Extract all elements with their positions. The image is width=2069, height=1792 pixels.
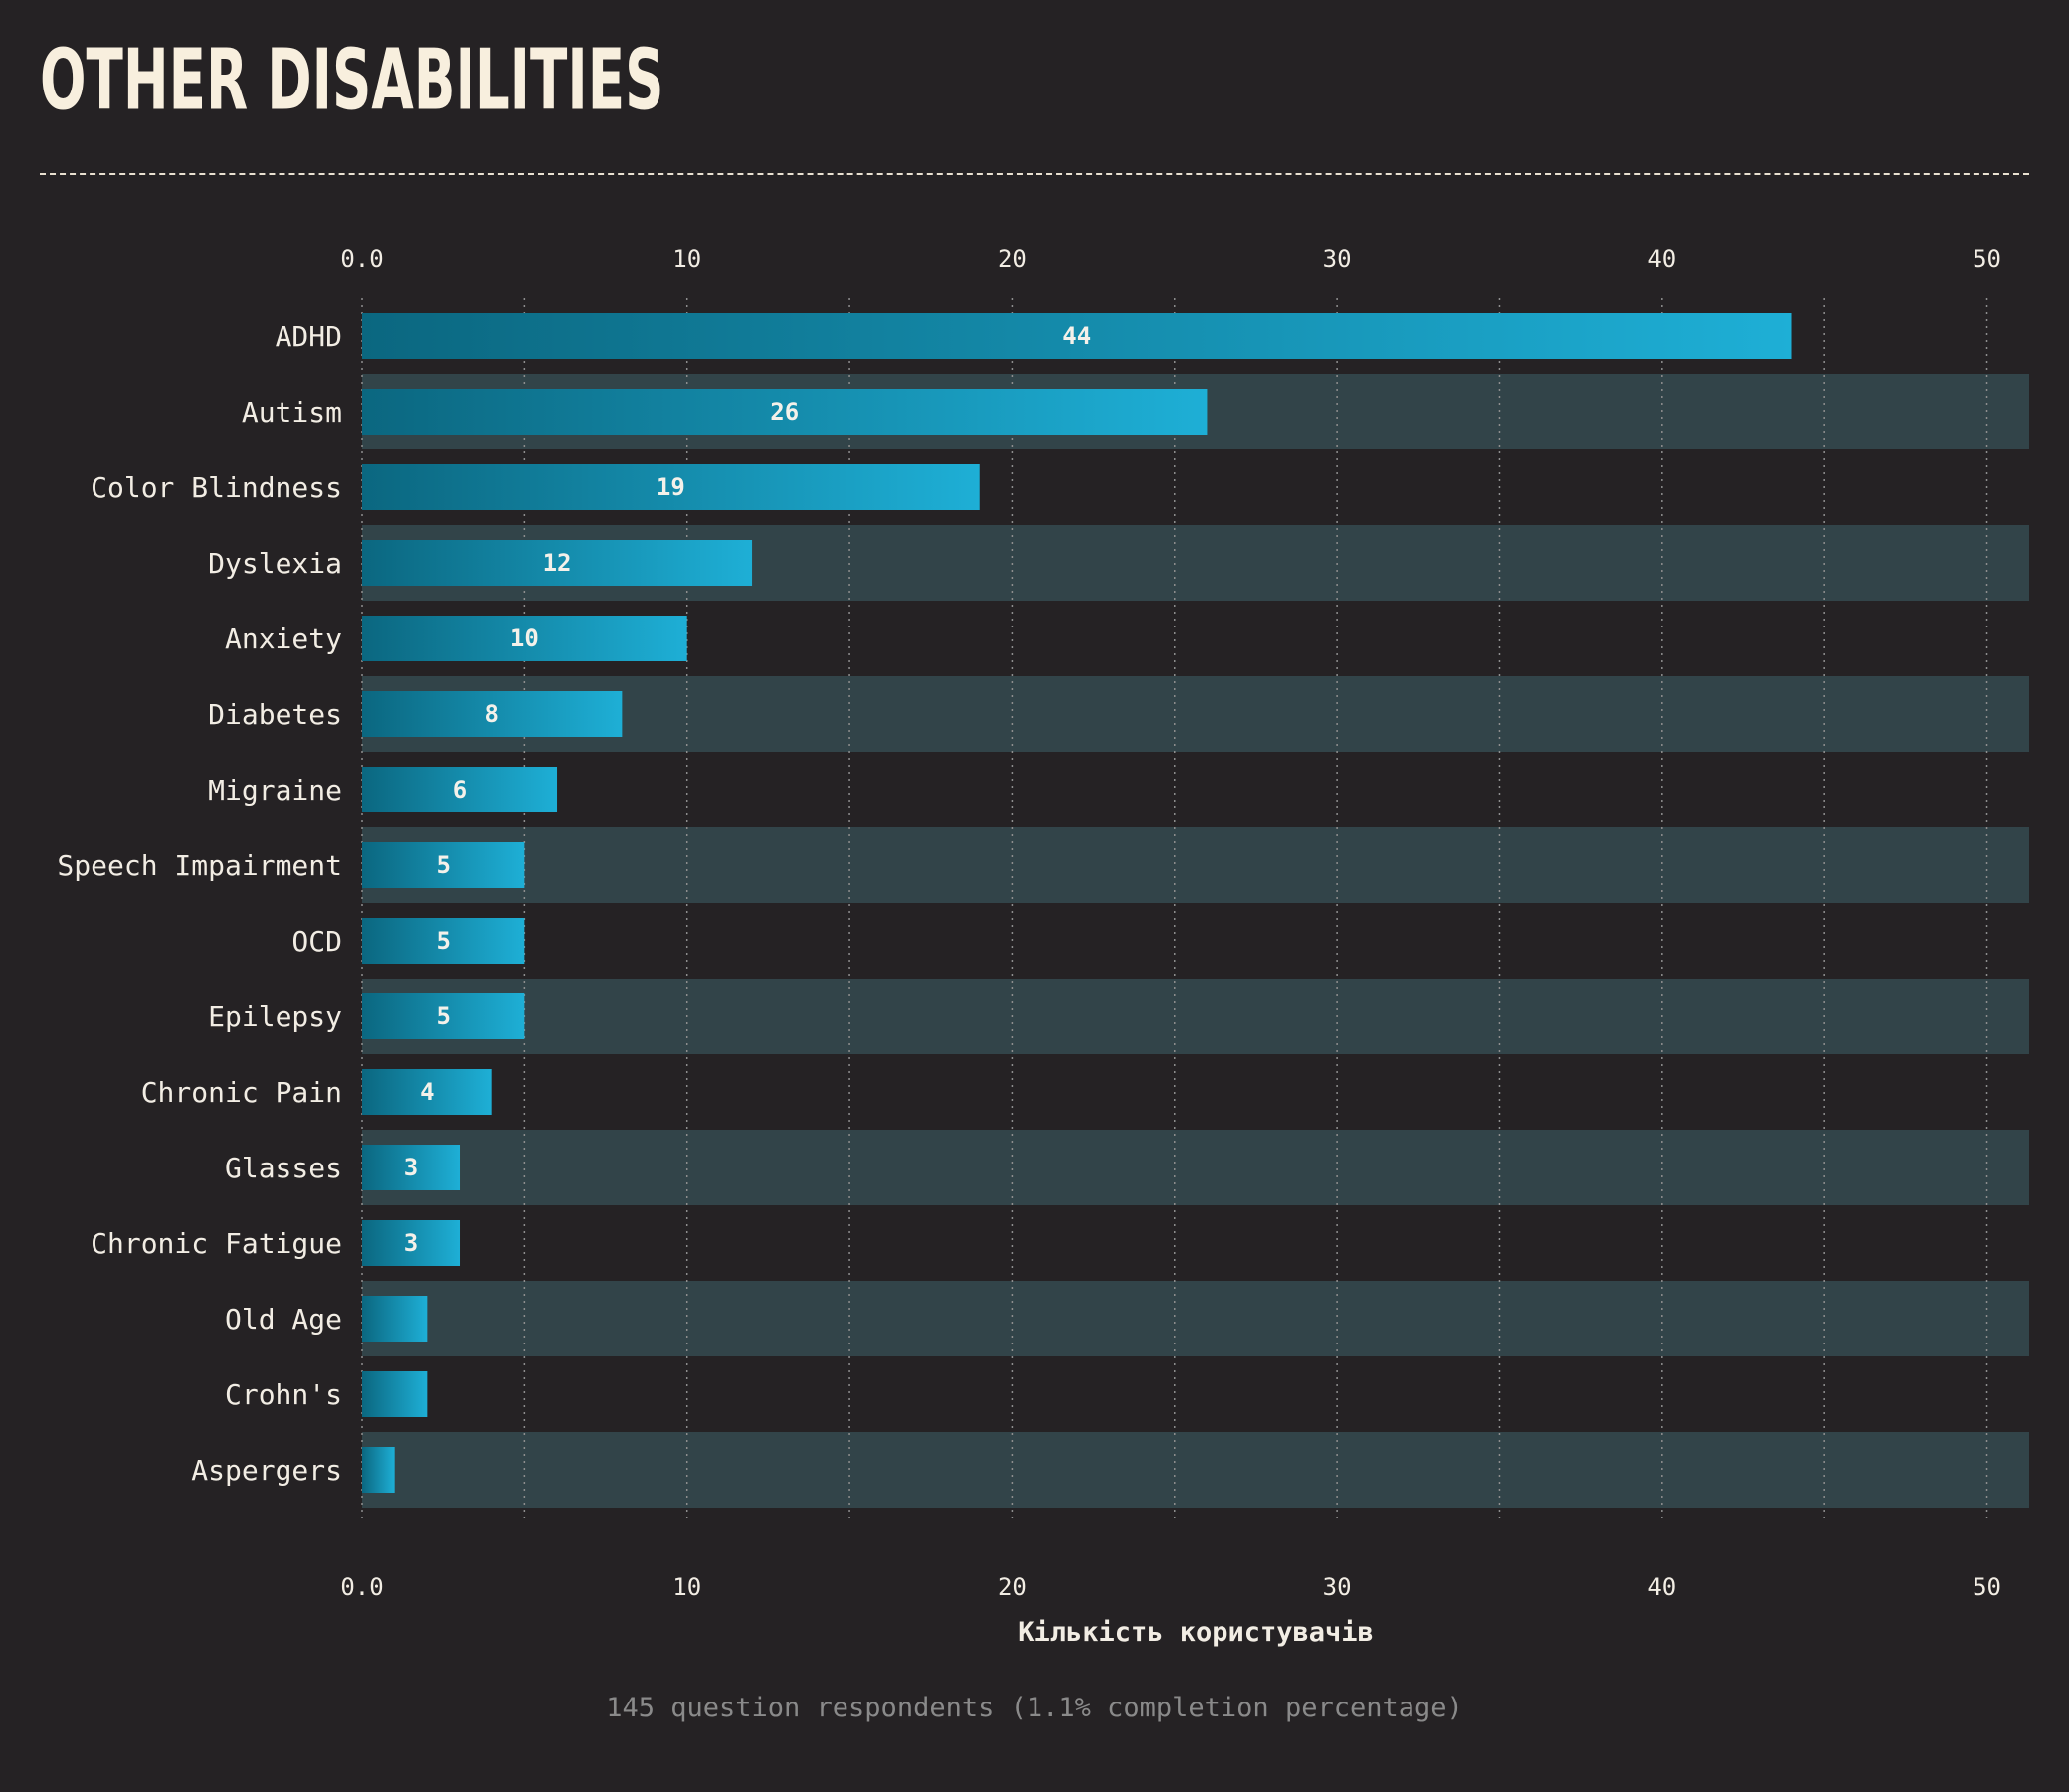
- row-band: [362, 676, 2029, 752]
- bottom-axis-tick-label: 20: [998, 1573, 1027, 1601]
- bar: [362, 767, 558, 812]
- bar: [362, 1220, 461, 1266]
- bar: [362, 691, 623, 737]
- bottom-axis-tick-label: 50: [1973, 1573, 2001, 1601]
- category-label: Glasses: [225, 1152, 342, 1184]
- data-label: 3: [404, 1229, 418, 1257]
- bottom-axis-tick-label: 40: [1647, 1573, 1676, 1601]
- data-label: 4: [420, 1078, 434, 1106]
- category-label: Crohn's: [225, 1378, 342, 1411]
- category-label: Dyslexia: [208, 547, 342, 580]
- data-label: 5: [436, 1002, 450, 1030]
- title-divider: [40, 173, 2029, 175]
- data-label: 10: [510, 625, 539, 652]
- bar: [362, 1371, 428, 1417]
- category-label: Migraine: [208, 774, 342, 806]
- bar: [362, 842, 525, 888]
- category-label: OCD: [291, 925, 342, 958]
- bar: [362, 1447, 395, 1493]
- bar: [362, 918, 525, 964]
- top-axis-tick-label: 30: [1323, 245, 1352, 272]
- bar: [362, 1296, 428, 1342]
- category-label: Epilepsy: [208, 1000, 342, 1033]
- x-axis-title: Кількість користувачів: [1018, 1617, 1374, 1648]
- row-band: [362, 827, 2029, 903]
- category-label: Color Blindness: [91, 471, 342, 504]
- data-label: 12: [543, 549, 572, 577]
- bar: [362, 616, 687, 661]
- bar: [362, 389, 1208, 435]
- bottom-axis-tick-label: 10: [672, 1573, 701, 1601]
- category-label: Chronic Fatigue: [91, 1227, 342, 1260]
- respondents-note: 145 question respondents (1.1% completio…: [606, 1693, 1463, 1723]
- category-label: Speech Impairment: [57, 849, 342, 882]
- category-label: Aspergers: [191, 1454, 342, 1487]
- category-label: Diabetes: [208, 698, 342, 731]
- bar: [362, 540, 753, 586]
- bottom-axis-tick-label: 0.0: [340, 1573, 383, 1601]
- row-band: [362, 979, 2029, 1054]
- bar: [362, 993, 525, 1039]
- chart-title: OTHER DISABILITIES: [40, 30, 664, 129]
- row-band: [362, 1130, 2029, 1205]
- data-label: 19: [657, 473, 685, 501]
- data-label: 5: [436, 851, 450, 879]
- bar: [362, 1145, 461, 1190]
- top-axis-tick-label: 0.0: [340, 245, 383, 272]
- data-label: 44: [1062, 322, 1091, 350]
- row-band: [362, 1281, 2029, 1356]
- data-label: 26: [770, 398, 799, 426]
- category-label: ADHD: [276, 320, 342, 353]
- top-axis-tick-label: 40: [1647, 245, 1676, 272]
- data-label: 3: [404, 1154, 418, 1181]
- category-label: Old Age: [225, 1303, 342, 1336]
- category-label: Anxiety: [225, 623, 342, 655]
- bar-chart: 0.0 0.0 10 10 20 20 30 30 40 40 50 50 ADHD 44 Autism 26…: [57, 245, 2029, 1648]
- bar: [362, 464, 980, 510]
- top-axis-tick-label: 20: [998, 245, 1027, 272]
- category-label: Autism: [242, 396, 342, 429]
- row-band: [362, 1432, 2029, 1508]
- bar: [362, 313, 1792, 359]
- category-label: Chronic Pain: [141, 1076, 342, 1109]
- top-axis-tick-label: 10: [672, 245, 701, 272]
- top-axis-tick-label: 50: [1973, 245, 2001, 272]
- bottom-axis-tick-label: 30: [1323, 1573, 1352, 1601]
- data-label: 5: [436, 927, 450, 955]
- bar: [362, 1069, 492, 1115]
- data-label: 8: [484, 700, 498, 728]
- data-label: 6: [453, 776, 467, 804]
